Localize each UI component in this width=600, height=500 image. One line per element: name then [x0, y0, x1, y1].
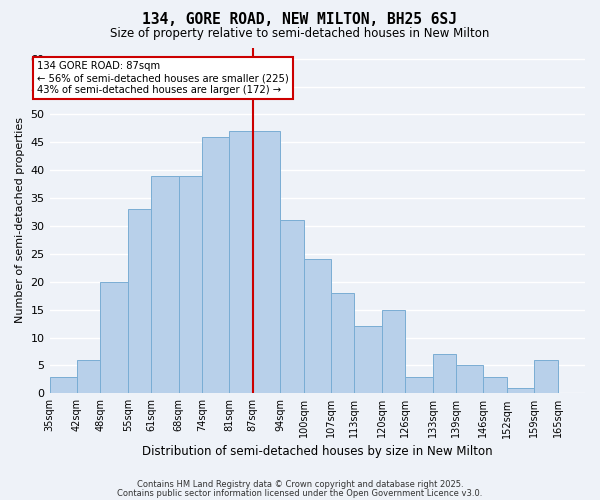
Bar: [433, 354, 456, 394]
Bar: [382, 310, 405, 394]
Bar: [484, 376, 507, 394]
Bar: [304, 260, 331, 394]
Bar: [50, 376, 77, 394]
Bar: [229, 131, 253, 394]
Text: Contains HM Land Registry data © Crown copyright and database right 2025.: Contains HM Land Registry data © Crown c…: [137, 480, 463, 489]
Bar: [179, 176, 202, 394]
Text: Size of property relative to semi-detached houses in New Milton: Size of property relative to semi-detach…: [110, 28, 490, 40]
Text: Contains public sector information licensed under the Open Government Licence v3: Contains public sector information licen…: [118, 488, 482, 498]
Text: 134 GORE ROAD: 87sqm
← 56% of semi-detached houses are smaller (225)
43% of semi: 134 GORE ROAD: 87sqm ← 56% of semi-detac…: [37, 62, 289, 94]
Bar: [253, 131, 280, 394]
Bar: [77, 360, 100, 394]
Bar: [534, 360, 557, 394]
Bar: [202, 136, 229, 394]
Bar: [355, 326, 382, 394]
Bar: [331, 293, 355, 394]
Bar: [456, 366, 484, 394]
Text: 134, GORE ROAD, NEW MILTON, BH25 6SJ: 134, GORE ROAD, NEW MILTON, BH25 6SJ: [143, 12, 458, 28]
Bar: [128, 210, 151, 394]
Y-axis label: Number of semi-detached properties: Number of semi-detached properties: [15, 118, 25, 324]
Bar: [405, 376, 433, 394]
Bar: [151, 176, 179, 394]
Bar: [280, 220, 304, 394]
X-axis label: Distribution of semi-detached houses by size in New Milton: Distribution of semi-detached houses by …: [142, 444, 493, 458]
Bar: [507, 388, 534, 394]
Bar: [100, 282, 128, 394]
